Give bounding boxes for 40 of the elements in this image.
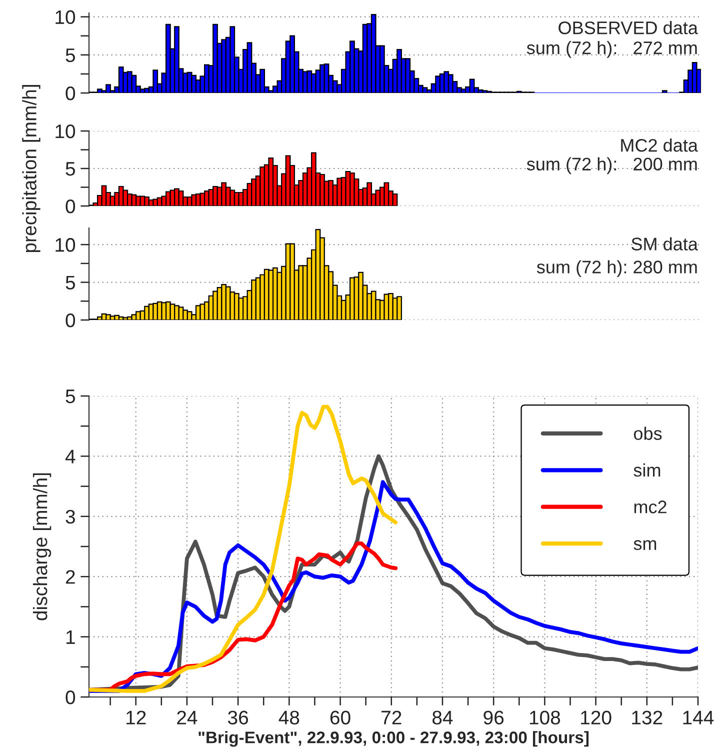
y-tick-label: 3	[66, 510, 75, 524]
y-tick-label: 10	[56, 10, 76, 24]
y-tick-label: 5	[66, 48, 75, 62]
y-tick-label: 5	[66, 162, 75, 176]
y-tick-label: 1	[66, 630, 75, 644]
legend-label: obs	[634, 426, 662, 440]
annotation: MC2 data	[621, 138, 698, 152]
y-tick-label: 0	[66, 86, 76, 100]
annotation: OBSERVED data	[558, 21, 698, 34]
y-tick-label: 10	[56, 238, 76, 252]
x-tick-label: 132	[632, 710, 662, 724]
annotation: sum (72 h): 272 mm	[526, 41, 697, 58]
annotation: SM data	[632, 237, 698, 250]
x-tick-label: 72	[382, 710, 402, 724]
y-tick-label: 4	[65, 450, 76, 464]
x-tick-label: 96	[484, 710, 504, 724]
y-tick-label: 2	[66, 570, 75, 584]
x-tick-label: 48	[278, 710, 300, 724]
y-tick-label: 10	[56, 124, 76, 138]
legend-label: sim	[634, 463, 660, 477]
y-axis-title: discharge [mm/h]	[32, 473, 52, 620]
y-axis-title: precipitation [mm/h]	[22, 85, 40, 252]
legend-label: sm	[634, 540, 656, 550]
x-tick-label: 108	[530, 710, 560, 724]
y-tick-label: 0	[66, 199, 76, 214]
y-tick-label: 5	[66, 390, 75, 404]
y-tick-label: 0	[66, 690, 76, 704]
y-tick-label: 5	[66, 276, 75, 290]
x-tick-label: 36	[228, 710, 248, 724]
legend-label: mc2	[634, 500, 666, 514]
annotation: sum (72 h): 200 mm	[526, 157, 697, 174]
y-tick-label: 0	[66, 313, 76, 328]
x-tick-label: 120	[581, 710, 612, 724]
x-tick-label: 12	[126, 710, 146, 724]
x-tick-label: 24	[177, 710, 198, 724]
x-tick-label: 84	[432, 710, 453, 724]
x-tick-label: 144	[683, 710, 714, 724]
x-tick-label: 60	[330, 710, 350, 724]
x-axis-title: "Brig-Event", 22.9.93, 0:00 - 27.9.93, 23:00 [hours]	[198, 731, 589, 747]
annotation: sum (72 h): 280 mm	[536, 260, 697, 278]
